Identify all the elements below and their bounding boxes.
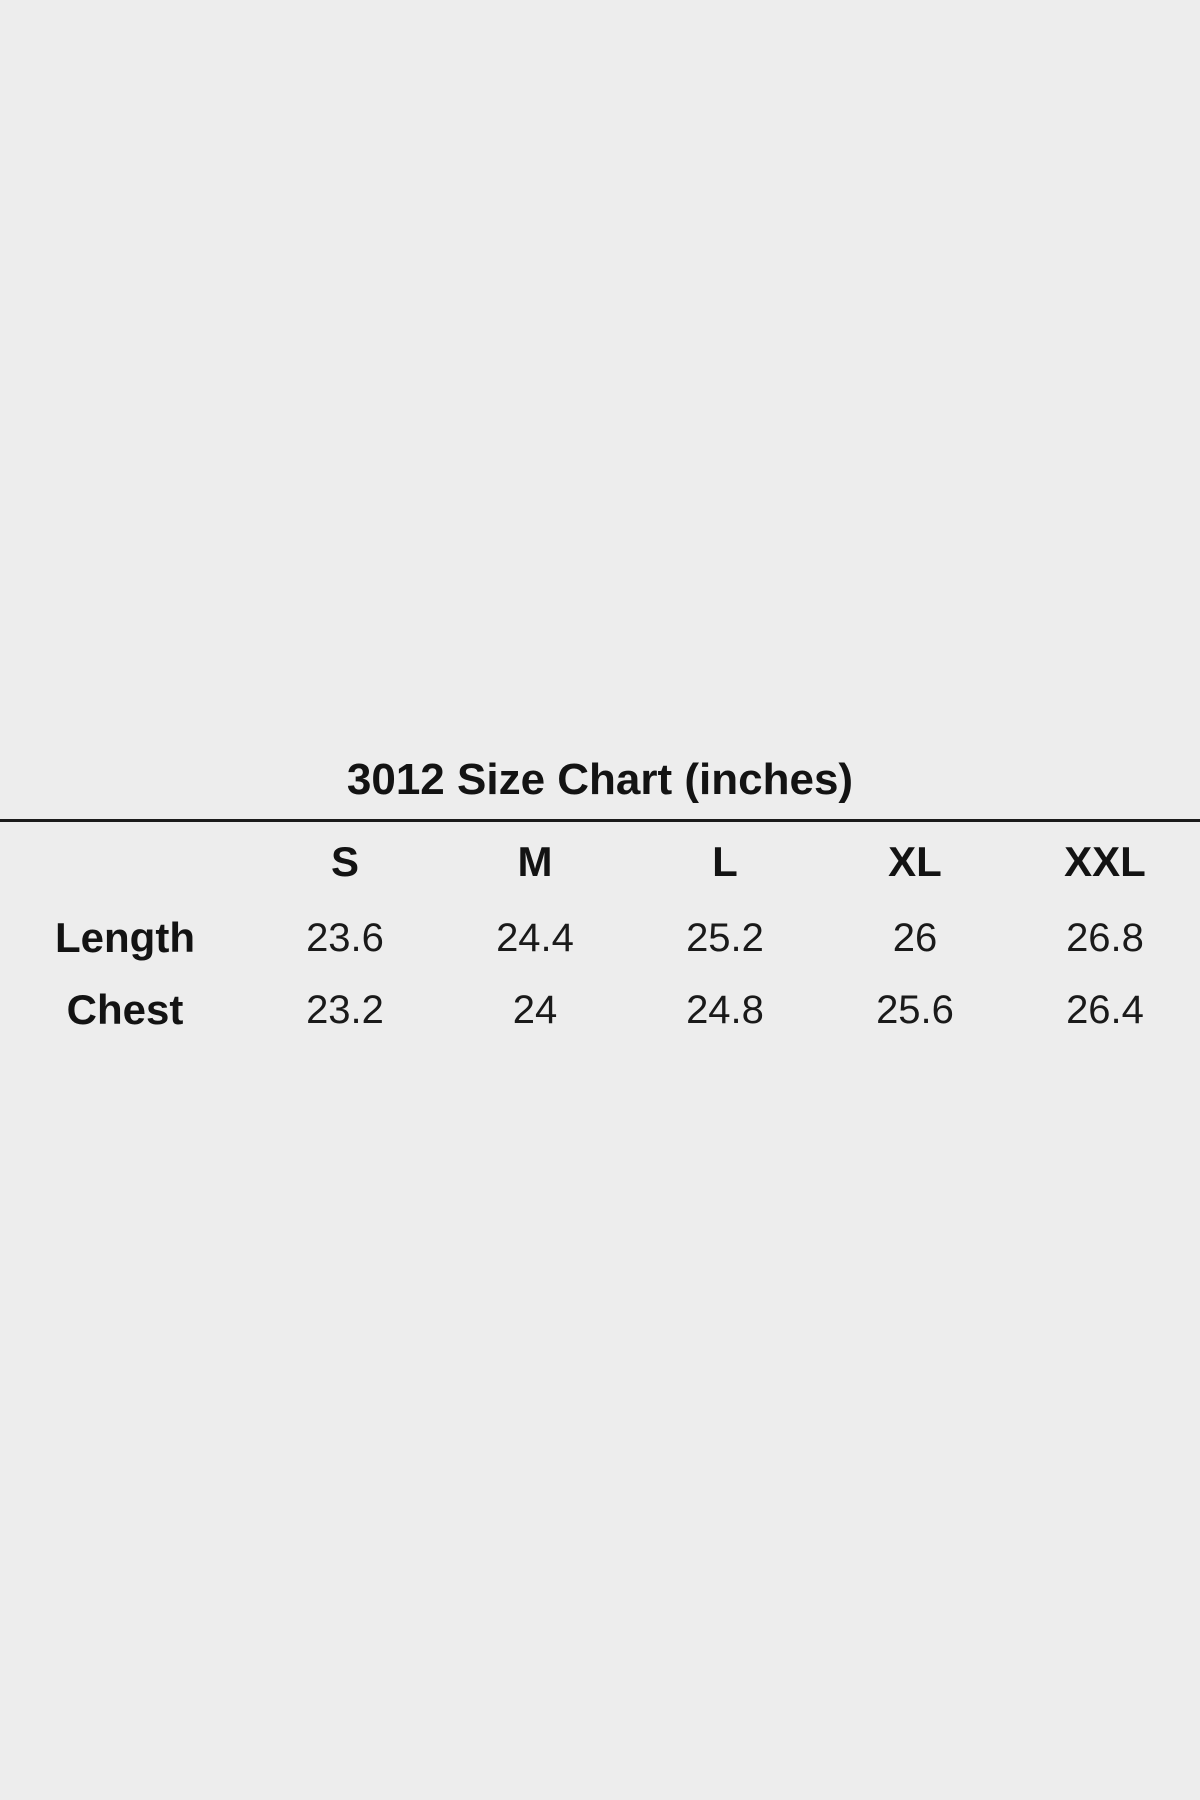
corner-cell bbox=[0, 822, 250, 902]
cell-chest-m: 24 bbox=[512, 987, 558, 1032]
column-header-s: S bbox=[330, 838, 359, 885]
row-label-length: Length bbox=[55, 914, 195, 961]
size-table-header-row: S M L XL XXL bbox=[0, 822, 1200, 902]
size-chart: 3012 Size Chart (inches) S M L XL XXL Le… bbox=[0, 752, 1200, 1046]
size-table: S M L XL XXL Length 23.6 24.4 25.2 26 26… bbox=[0, 822, 1200, 1046]
cell-length-m: 24.4 bbox=[496, 915, 574, 960]
size-chart-title: 3012 Size Chart (inches) bbox=[346, 755, 854, 804]
cell-chest-l: 24.8 bbox=[686, 987, 764, 1032]
title-divider-rule bbox=[0, 819, 1200, 822]
column-header-xl: XL bbox=[888, 838, 942, 885]
cell-chest-xxl: 26.4 bbox=[1066, 987, 1144, 1032]
cell-chest-xl: 25.6 bbox=[876, 987, 954, 1032]
cell-length-s: 23.6 bbox=[306, 915, 384, 960]
cell-length-xxl: 26.8 bbox=[1066, 915, 1144, 960]
cell-length-l: 25.2 bbox=[686, 915, 764, 960]
row-label-chest: Chest bbox=[66, 986, 184, 1033]
cell-length-xl: 26 bbox=[892, 915, 938, 960]
column-header-l: L bbox=[712, 838, 738, 885]
column-header-m: M bbox=[517, 838, 553, 885]
column-header-xxl: XXL bbox=[1064, 838, 1146, 885]
table-row-length: Length 23.6 24.4 25.2 26 26.8 bbox=[0, 902, 1200, 974]
table-row-chest: Chest 23.2 24 24.8 25.6 26.4 bbox=[0, 974, 1200, 1046]
cell-chest-s: 23.2 bbox=[306, 987, 384, 1032]
